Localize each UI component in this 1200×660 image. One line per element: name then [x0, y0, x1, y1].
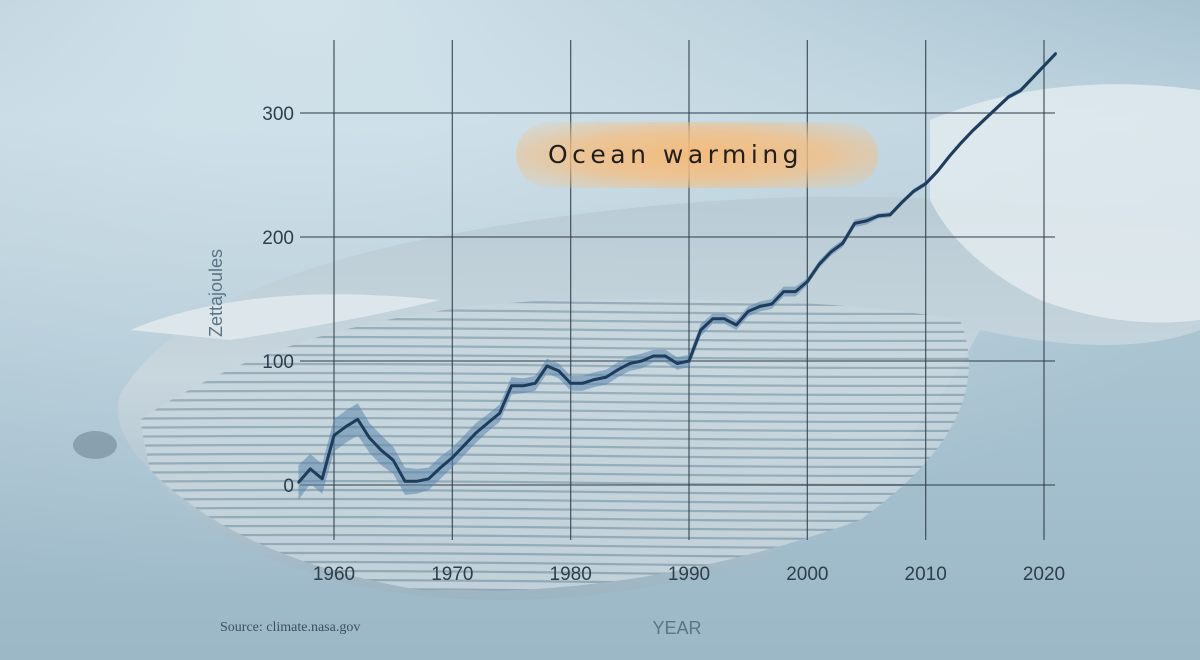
data-point-1985: [628, 362, 631, 365]
data-point-1994: [735, 323, 738, 327]
data-point-1978: [545, 364, 549, 368]
data-point-2017: [1007, 95, 1010, 99]
data-point-1970: [451, 456, 454, 459]
data-point-1991: [699, 328, 702, 332]
y-tick-label-100: 100: [262, 352, 294, 373]
data-point-1995: [747, 310, 750, 313]
data-point-2005: [865, 219, 868, 223]
x-axis-title: YEAR: [652, 618, 701, 638]
data-point-2003: [841, 242, 844, 245]
title-highlight: [516, 122, 878, 188]
data-point-1984: [616, 368, 620, 371]
data-point-1989: [676, 362, 679, 365]
y-tick-label-200: 200: [262, 228, 294, 249]
data-point-2009: [912, 189, 915, 193]
data-point-2018: [1019, 89, 1022, 92]
data-point-1976: [522, 384, 525, 387]
data-point-1981: [581, 382, 584, 385]
data-point-1996: [758, 305, 762, 308]
x-tick-label-1980: 1980: [550, 564, 592, 585]
data-point-2008: [900, 201, 904, 204]
series-line: [297, 52, 1057, 484]
data-point-1975: [510, 384, 513, 387]
data-point-2010: [924, 182, 927, 185]
data-point-1980: [569, 382, 572, 385]
x-tick-label-1990: 1990: [668, 564, 710, 585]
data-point-1969: [439, 466, 442, 469]
data-point-1971: [463, 444, 466, 447]
data-point-2002: [829, 250, 833, 254]
data-point-1960: [332, 434, 336, 437]
data-point-1982: [593, 378, 596, 381]
data-point-1968: [427, 477, 430, 480]
data-point-1987: [652, 354, 655, 358]
grid: [300, 40, 1055, 540]
data-point-1999: [794, 290, 797, 293]
data-point-2019: [1031, 77, 1034, 80]
data-point-2007: [889, 213, 892, 216]
series-layer: [297, 51, 1058, 500]
data-point-1988: [664, 354, 667, 358]
data-point-1992: [711, 317, 714, 320]
data-point-2014: [971, 129, 975, 132]
data-point-2006: [877, 214, 880, 218]
data-point-1962: [356, 418, 359, 421]
x-tick-label-2020: 2020: [1023, 564, 1065, 585]
x-tick-label-2010: 2010: [905, 564, 947, 585]
data-point-1993: [723, 317, 726, 320]
data-point-2004: [853, 222, 856, 225]
x-tick-label-2000: 2000: [786, 564, 828, 585]
data-point-1977: [534, 382, 537, 385]
data-point-1963: [368, 436, 371, 440]
data-point-1972: [474, 431, 478, 435]
data-point-2020: [1042, 64, 1046, 68]
water-splash: [930, 84, 1200, 323]
whale-eye: [73, 431, 117, 459]
data-point-1983: [605, 375, 608, 379]
data-point-1966: [403, 480, 407, 483]
data-point-2013: [960, 141, 963, 144]
data-point-1997: [770, 302, 773, 306]
data-point-2001: [818, 263, 821, 266]
data-point-1990: [687, 359, 691, 363]
data-point-2012: [948, 155, 951, 158]
data-point-1961: [344, 425, 347, 428]
y-tick-label-0: 0: [283, 476, 294, 497]
source-note: Source: climate.nasa.gov: [220, 620, 361, 635]
data-point-1967: [415, 480, 418, 483]
data-point-2016: [995, 106, 998, 110]
data-point-1958: [309, 467, 312, 471]
data-point-1998: [782, 290, 785, 293]
data-point-1957: [297, 481, 300, 484]
data-point-2011: [936, 170, 939, 173]
chart-title: Ocean warming: [548, 140, 804, 169]
data-point-1965: [392, 459, 395, 462]
y-tick-label-300: 300: [262, 104, 294, 125]
data-point-1964: [380, 449, 383, 452]
data-point-1986: [640, 359, 643, 363]
uncertainty-band: [298, 51, 1056, 500]
data-point-2021: [1054, 52, 1058, 55]
data-point-2015: [983, 118, 986, 121]
whale-jaw: [130, 294, 440, 340]
data-point-2000: [806, 280, 809, 283]
data-point-1973: [486, 421, 489, 425]
data-point-1974: [498, 411, 501, 415]
x-tick-label-1960: 1960: [313, 564, 355, 585]
data-point-1979: [557, 369, 560, 373]
tick-labels: 1960 1970 1980 1990 2000 2010 2020 0 100 200 300: [262, 104, 1065, 585]
x-tick-label-1970: 1970: [431, 564, 473, 585]
y-axis-title: Zettajoules: [206, 249, 226, 337]
data-point-1959: [321, 477, 324, 480]
